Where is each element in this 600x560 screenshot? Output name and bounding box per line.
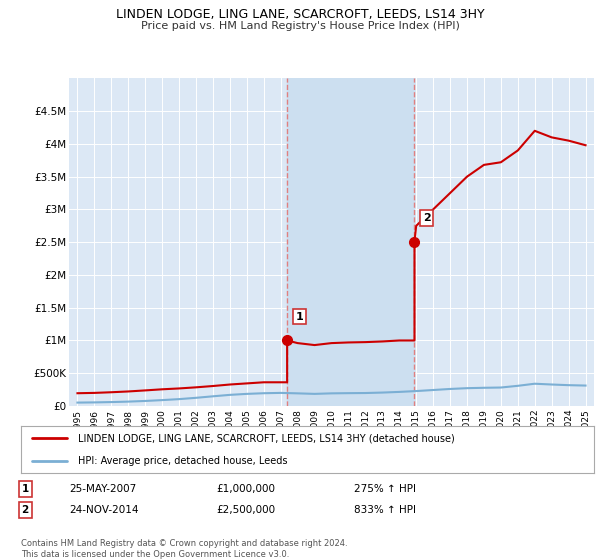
Text: Contains HM Land Registry data © Crown copyright and database right 2024.
This d: Contains HM Land Registry data © Crown c… [21,539,347,559]
Text: 1: 1 [22,484,29,494]
Text: 25-MAY-2007: 25-MAY-2007 [69,484,136,494]
Text: LINDEN LODGE, LING LANE, SCARCROFT, LEEDS, LS14 3HY (detached house): LINDEN LODGE, LING LANE, SCARCROFT, LEED… [79,433,455,444]
Text: 833% ↑ HPI: 833% ↑ HPI [354,505,416,515]
Text: £1,000,000: £1,000,000 [216,484,275,494]
Bar [287,78,415,406]
Text: 1: 1 [296,311,304,321]
Text: LINDEN LODGE, LING LANE, SCARCROFT, LEEDS, LS14 3HY: LINDEN LODGE, LING LANE, SCARCROFT, LEED… [116,8,484,21]
Text: 24-NOV-2014: 24-NOV-2014 [69,505,139,515]
Text: £2,500,000: £2,500,000 [216,505,275,515]
Text: 275% ↑ HPI: 275% ↑ HPI [354,484,416,494]
Text: HPI: Average price, detached house, Leeds: HPI: Average price, detached house, Leed… [79,456,288,466]
Text: 2: 2 [423,213,431,223]
Text: Price paid vs. HM Land Registry's House Price Index (HPI): Price paid vs. HM Land Registry's House … [140,21,460,31]
Text: 2: 2 [22,505,29,515]
